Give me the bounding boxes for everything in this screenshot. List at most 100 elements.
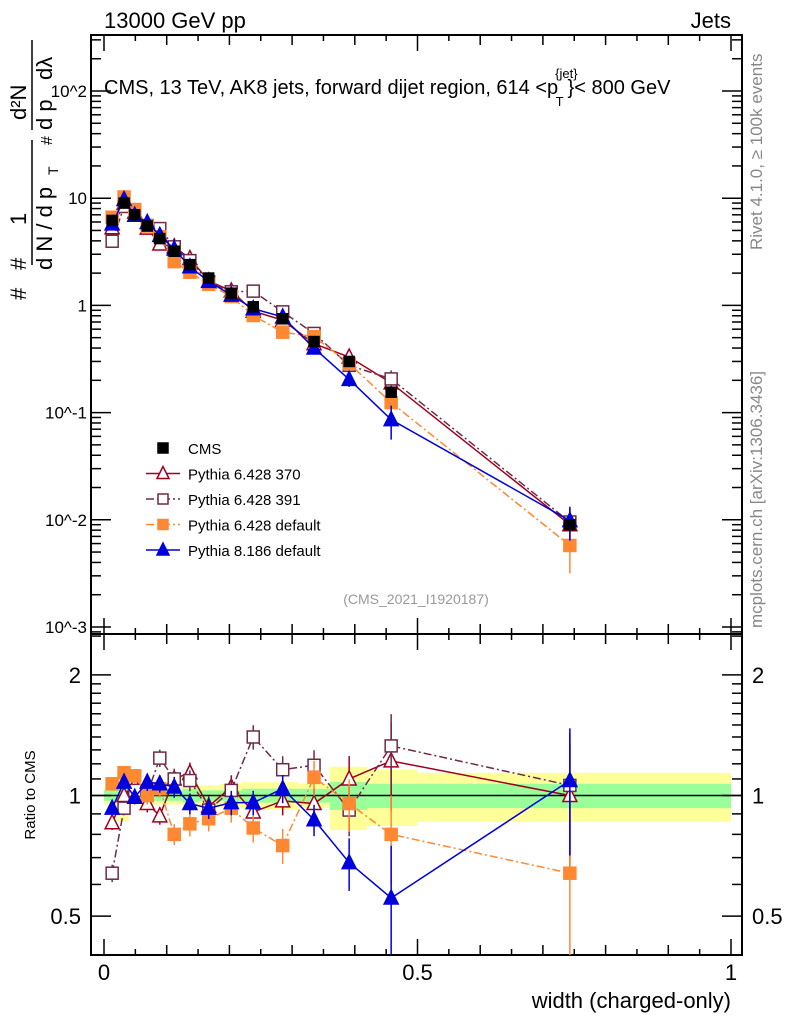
data-point xyxy=(275,838,290,853)
y-tick-label: 10^-2 xyxy=(45,511,87,530)
chart-title: CMS, 13 TeV, AK8 jets, forward dijet reg… xyxy=(104,66,671,109)
y-axis-label: # 1 d N / d p T d²N d p dλ # # xyxy=(6,40,61,300)
ylabel-dn: d N / d p xyxy=(32,187,57,270)
data-point xyxy=(181,793,199,811)
analysis-watermark: (CMS_2021_I1920187) xyxy=(343,591,489,607)
data-point xyxy=(105,234,119,248)
data-point xyxy=(382,888,400,905)
cms-data-point xyxy=(385,386,397,398)
data-point xyxy=(140,788,155,803)
y-tick-label: 1 xyxy=(78,296,87,315)
ylabel-t: T xyxy=(45,166,61,175)
data-point xyxy=(275,325,290,339)
legend-marker xyxy=(157,493,169,505)
ylabel-d2n: d²N xyxy=(6,85,31,120)
y-tick-label: 10^-1 xyxy=(45,404,87,423)
data-point xyxy=(340,852,358,870)
cms-data-point xyxy=(308,335,320,348)
data-point xyxy=(561,770,579,788)
axes: 0 0.5 1 10^-3 10^-2 10^-1 1 10 10^2 0.5 0.5 1 1 2 2 xyxy=(45,34,783,985)
data-point xyxy=(246,730,260,744)
rivet-version-text: Rivet 4.1.0, ≥ 100k events xyxy=(747,54,766,250)
data-point xyxy=(274,779,291,796)
data-point xyxy=(223,792,240,810)
data-point xyxy=(151,774,169,791)
data-point xyxy=(246,821,260,835)
data-marks xyxy=(103,189,579,955)
y-tick-label: 10 xyxy=(68,189,87,208)
data-point xyxy=(246,284,260,298)
data-point xyxy=(103,798,121,815)
cms-data-point xyxy=(343,355,355,368)
legend-label: Pythia 6.428 370 xyxy=(188,467,301,484)
data-point xyxy=(167,254,181,269)
data-point xyxy=(127,769,142,783)
legend-label: Pythia 6.428 391 xyxy=(188,492,301,509)
data-point xyxy=(307,770,321,785)
data-point xyxy=(342,796,356,811)
legend-marker xyxy=(157,442,169,454)
legend-label: Pythia 8.186 default xyxy=(188,543,321,560)
cms-data-point xyxy=(118,197,130,209)
data-point xyxy=(183,773,197,788)
cms-data-point xyxy=(247,301,259,313)
legend-marker xyxy=(157,518,169,531)
ylabel-dlambda: dλ xyxy=(32,57,57,80)
cms-data-point xyxy=(106,214,118,227)
data-point xyxy=(166,777,183,794)
data-point xyxy=(275,762,290,777)
ratio-tick-label-right: 0.5 xyxy=(752,904,783,929)
x-tick-label: 0 xyxy=(98,960,110,985)
legend-marker xyxy=(155,464,171,480)
ylabel-hash-2: # xyxy=(6,287,31,300)
mcplots-credit-text: mcplots.cern.ch [arXiv:1306.3436] xyxy=(747,371,766,628)
cms-data-point xyxy=(564,518,576,531)
ratio-tick-label-right: 2 xyxy=(752,663,764,688)
legend: CMS Pythia 6.428 370 Pythia 6.428 391 Pythi… xyxy=(146,441,321,560)
data-point xyxy=(126,787,143,805)
header-left: 13000 GeV pp xyxy=(104,8,246,33)
data-point xyxy=(384,739,398,753)
ylabel-hash-3: # xyxy=(39,136,56,145)
data-point xyxy=(340,369,358,387)
data-point xyxy=(200,798,217,815)
legend-label: Pythia 6.428 default xyxy=(188,518,321,535)
cms-data-point xyxy=(202,272,215,284)
data-point xyxy=(167,827,181,842)
y-tick-label: 10^-3 xyxy=(45,618,87,637)
ylabel-hash: # xyxy=(6,257,31,270)
cms-data-point xyxy=(128,209,141,221)
cms-data-point xyxy=(141,220,154,232)
data-point xyxy=(305,810,323,827)
data-point xyxy=(245,792,262,810)
x-axis-label: width (charged-only) xyxy=(531,988,731,1013)
data-point xyxy=(103,813,121,830)
data-point xyxy=(139,772,156,789)
x-tick-label: 1 xyxy=(725,960,737,985)
ratio-frame xyxy=(90,633,743,956)
x-tick-label: 0.5 xyxy=(402,960,433,985)
ratio-tick-label: 2 xyxy=(69,663,81,688)
cms-data-point xyxy=(168,245,180,257)
ylabel-one: 1 xyxy=(6,213,31,225)
data-point xyxy=(384,827,398,842)
data-point xyxy=(183,817,197,831)
ratio-tick-label: 0.5 xyxy=(50,904,81,929)
data-point xyxy=(105,866,119,880)
cms-data-point xyxy=(154,232,166,245)
data-point xyxy=(153,751,167,765)
data-point xyxy=(115,772,133,789)
data-point xyxy=(105,777,119,791)
data-point xyxy=(382,409,400,427)
ratio-tick-label-right: 1 xyxy=(752,784,764,809)
y-tick-label: 10^2 xyxy=(51,82,87,101)
ratio-tick-label: 1 xyxy=(69,784,81,809)
cms-data-point xyxy=(225,287,238,299)
data-point xyxy=(117,801,131,815)
legend-marker xyxy=(155,541,171,556)
data-point xyxy=(563,866,577,880)
header-right: Jets xyxy=(691,8,731,33)
data-point xyxy=(151,806,169,823)
data-point xyxy=(563,538,577,553)
